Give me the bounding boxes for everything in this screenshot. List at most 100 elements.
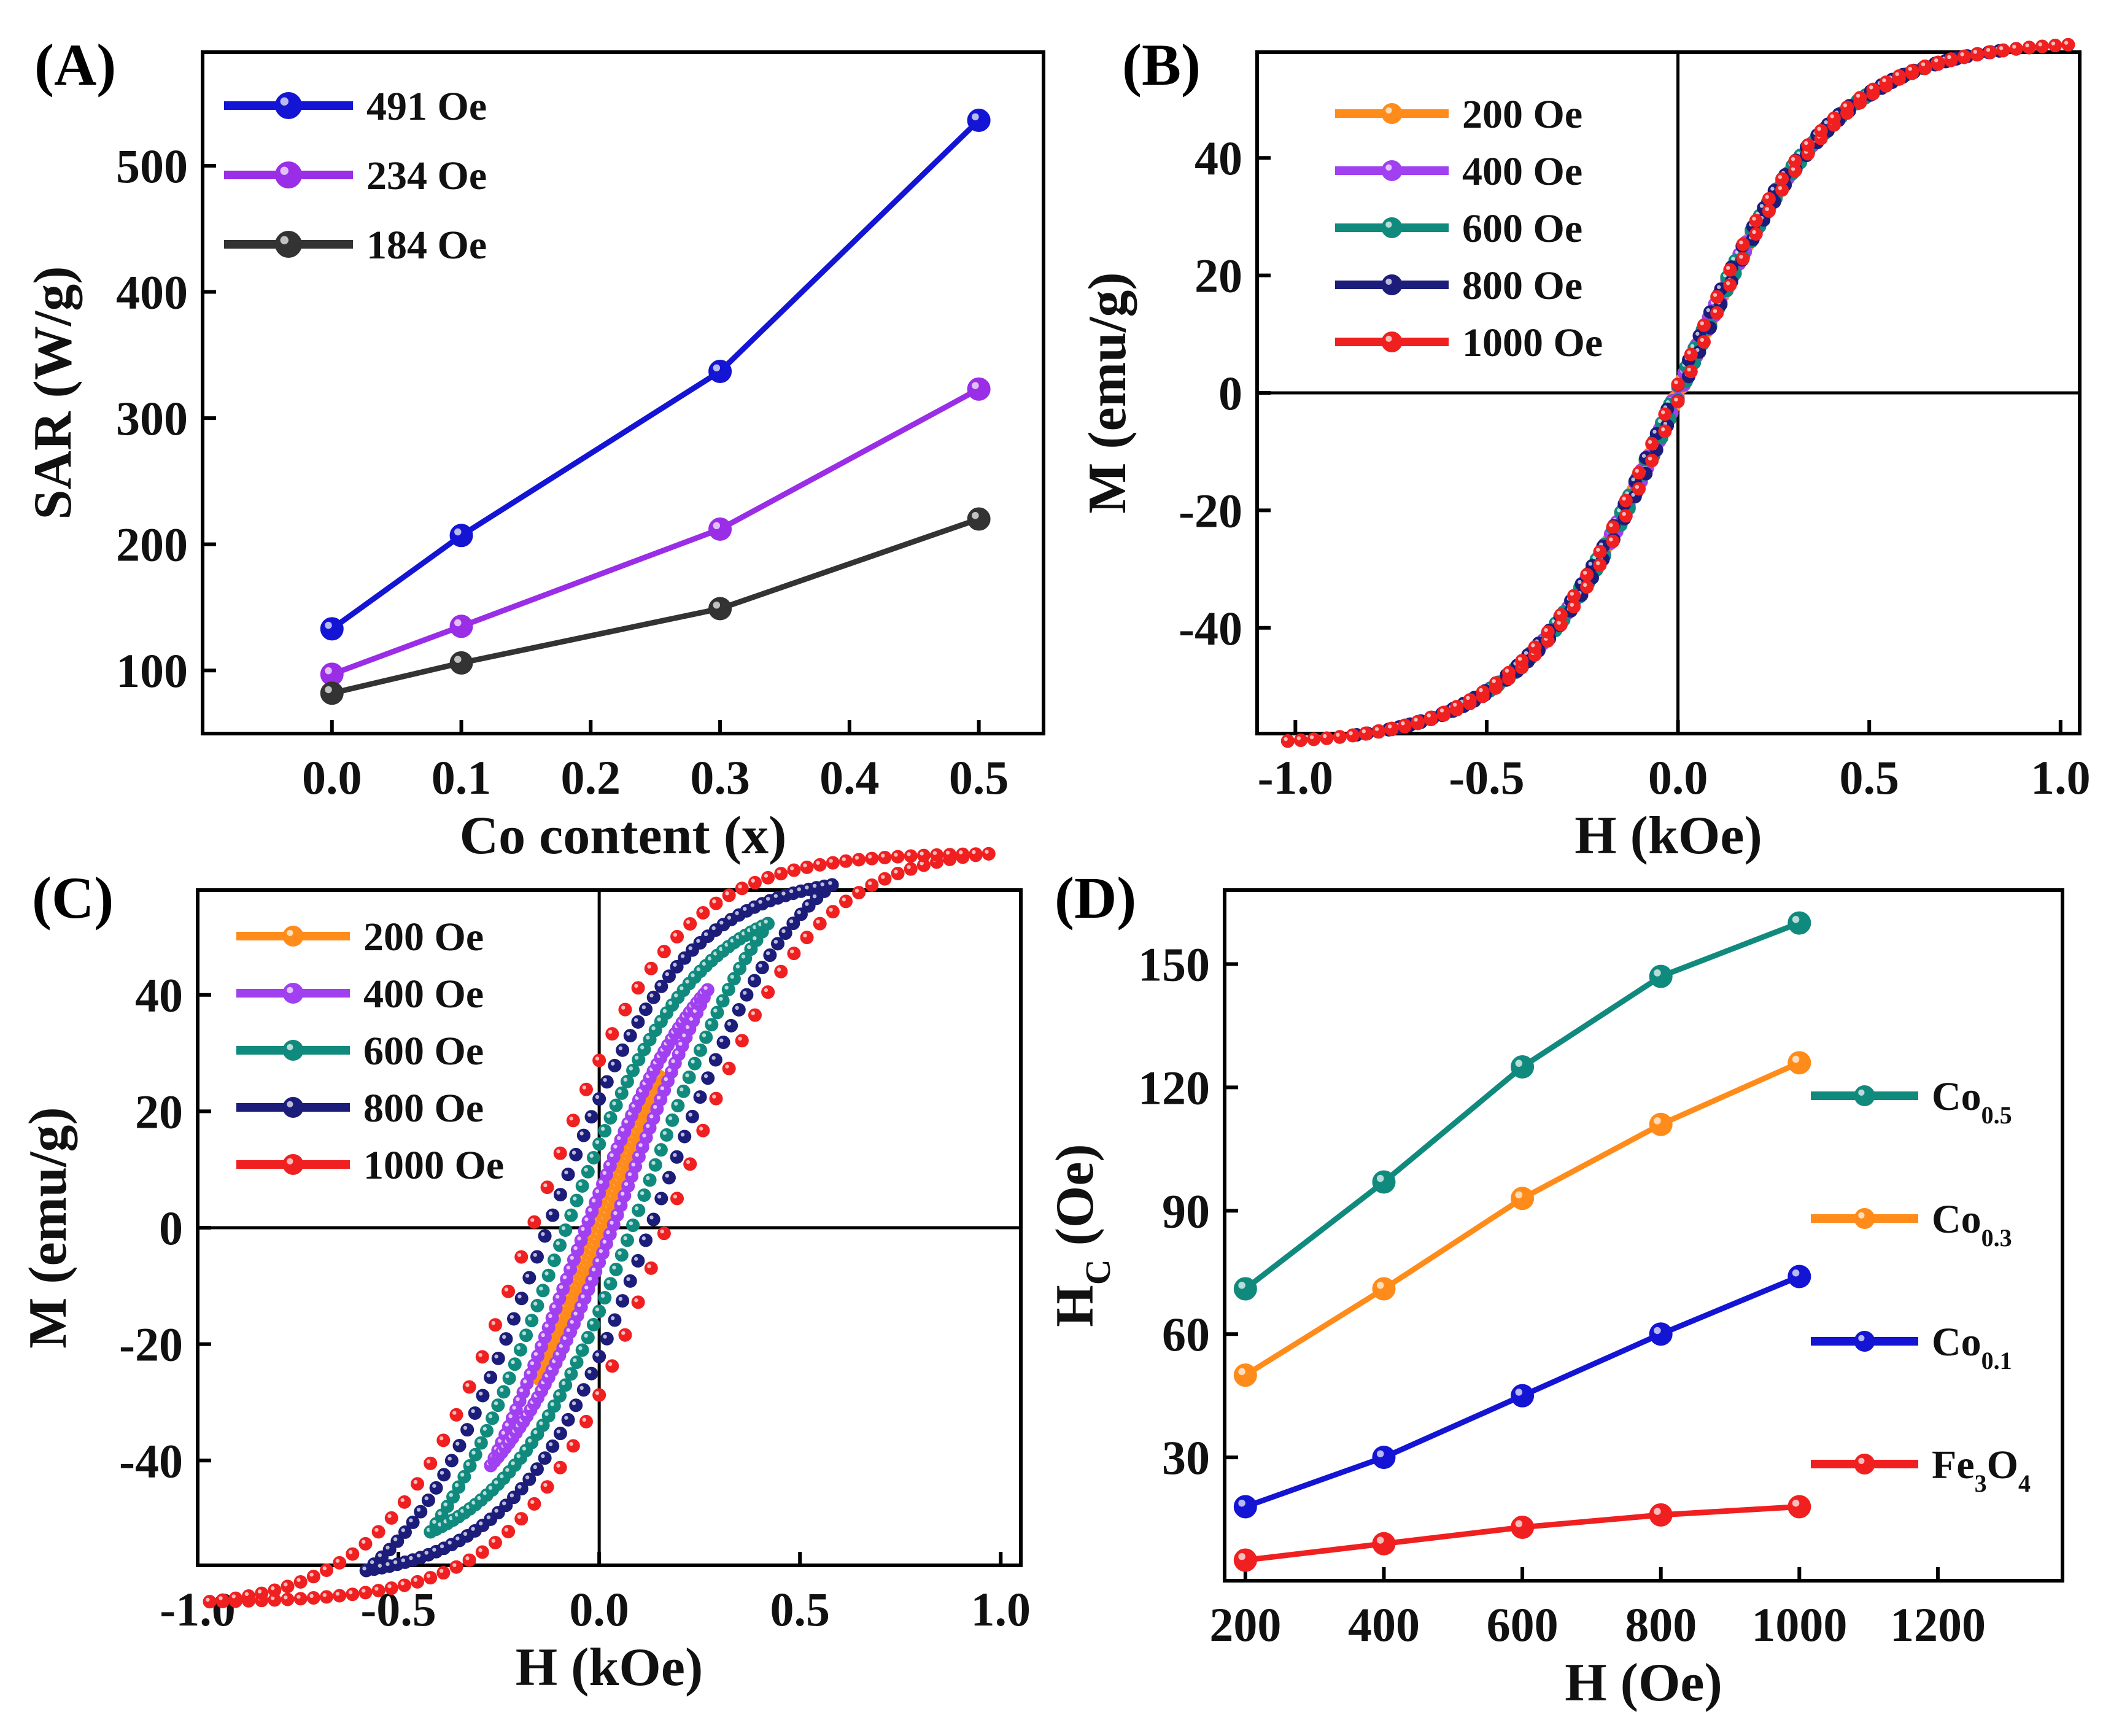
- data-point: [1372, 1446, 1396, 1470]
- legend-swatch-marker: [275, 231, 302, 258]
- data-point-highlight: [673, 932, 678, 937]
- data-point: [384, 1511, 398, 1525]
- data-point-highlight: [665, 972, 669, 977]
- data-point-highlight: [620, 1192, 625, 1196]
- x-tick-label: 0.1: [432, 751, 492, 804]
- data-point-highlight: [764, 920, 768, 924]
- data-point-highlight: [680, 986, 684, 991]
- data-point: [1372, 1532, 1396, 1556]
- data-point-highlight: [634, 1206, 639, 1211]
- data-point: [904, 849, 918, 863]
- data-point: [437, 1468, 451, 1482]
- data-point-highlight: [409, 1556, 413, 1560]
- data-point-highlight: [1517, 656, 1522, 661]
- data-point-highlight: [511, 1461, 515, 1465]
- data-point-highlight: [773, 894, 778, 898]
- data-point: [2061, 37, 2075, 52]
- data-point-highlight: [633, 1018, 638, 1022]
- data-point-highlight: [907, 865, 911, 869]
- plot-frame: [201, 50, 1045, 735]
- data-point-highlight: [653, 1105, 657, 1109]
- data-point: [411, 1477, 425, 1491]
- data-point: [575, 1343, 589, 1357]
- data-point-highlight: [561, 1226, 566, 1230]
- data-point: [484, 1370, 498, 1384]
- data-point-highlight: [829, 907, 833, 912]
- data-point: [488, 1536, 502, 1550]
- data-point-highlight: [539, 1286, 543, 1291]
- data-point-highlight: [1515, 1389, 1523, 1396]
- legend-name: 1000 Oe: [1462, 320, 1603, 365]
- data-point-highlight: [640, 1191, 645, 1195]
- data-point: [660, 1128, 674, 1142]
- data-point-highlight: [1674, 380, 1678, 384]
- data-point: [639, 1233, 653, 1247]
- data-point-highlight: [387, 1584, 392, 1589]
- data-point-highlight: [505, 1422, 509, 1427]
- data-point-highlight: [548, 1211, 553, 1215]
- legend-name: 600 Oe: [363, 1029, 484, 1074]
- data-point-highlight: [348, 1550, 353, 1554]
- data-point-highlight: [719, 1038, 724, 1043]
- legend-label: 184 Oe: [366, 223, 487, 268]
- series-line: [331, 516, 980, 696]
- data-point-highlight: [566, 1265, 571, 1270]
- data-point-highlight: [544, 1323, 549, 1328]
- data-point-highlight: [626, 1031, 630, 1036]
- legend-label: 491 Oe: [366, 84, 487, 129]
- data-point-highlight: [573, 1246, 578, 1250]
- data-point-highlight: [1641, 454, 1646, 458]
- data-point: [1463, 693, 1477, 707]
- data-point-highlight: [1921, 62, 1926, 66]
- data-point-highlight: [570, 1320, 574, 1324]
- data-point: [623, 1274, 637, 1288]
- data-point: [547, 1254, 561, 1268]
- data-point: [800, 860, 814, 874]
- y-tick-label: 30: [1162, 1431, 1210, 1484]
- data-point-highlight: [595, 1258, 600, 1263]
- data-point-highlight: [603, 1077, 607, 1082]
- data-point-highlight: [598, 1180, 603, 1184]
- data-point: [592, 1304, 606, 1319]
- data-point: [592, 1388, 606, 1402]
- data-point-highlight: [562, 1275, 567, 1279]
- data-point: [1619, 494, 1633, 508]
- data-point-highlight: [629, 1066, 633, 1071]
- data-point-highlight: [689, 1017, 694, 1021]
- data-point-highlight: [582, 1417, 586, 1422]
- data-point: [546, 1439, 560, 1453]
- data-point-highlight: [1731, 257, 1735, 261]
- data-point: [644, 1261, 658, 1275]
- y-axis-title: M (emu/g): [18, 1107, 78, 1348]
- data-point-highlight: [1792, 916, 1800, 923]
- data-point-highlight: [556, 1392, 560, 1396]
- data-point: [839, 854, 853, 868]
- data-point: [424, 1571, 438, 1585]
- data-point: [1827, 111, 1841, 125]
- y-tick-label: 90: [1162, 1184, 1210, 1238]
- data-point-highlight: [505, 1374, 509, 1379]
- data-point: [696, 1123, 710, 1137]
- data-point: [476, 1389, 490, 1403]
- data-point-highlight: [1706, 308, 1710, 312]
- data-point: [522, 1271, 536, 1285]
- data-point-highlight: [1908, 66, 1913, 71]
- data-point: [787, 863, 801, 877]
- data-point: [1511, 1187, 1535, 1211]
- data-point: [1489, 676, 1503, 690]
- data-point: [878, 872, 892, 886]
- data-point-highlight: [805, 885, 809, 889]
- data-point-highlight: [1309, 735, 1314, 740]
- data-point-highlight: [424, 1496, 428, 1500]
- data-point-highlight: [548, 1314, 552, 1319]
- data-point: [1372, 1277, 1396, 1301]
- data-point-highlight: [1524, 651, 1528, 655]
- data-point: [1787, 911, 1811, 935]
- data-point: [579, 1414, 593, 1428]
- data-point: [566, 1114, 580, 1128]
- data-point: [491, 1351, 505, 1365]
- data-point-highlight: [579, 1131, 584, 1136]
- data-point: [1606, 520, 1620, 534]
- data-point: [358, 1536, 373, 1551]
- data-point: [592, 1053, 606, 1068]
